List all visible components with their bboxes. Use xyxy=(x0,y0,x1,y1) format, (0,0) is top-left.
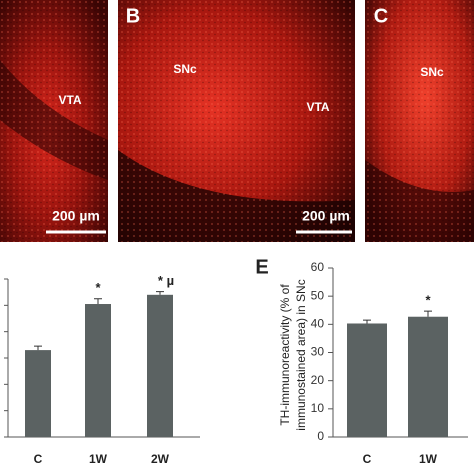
error-bar xyxy=(363,319,371,324)
x-tick-label: 1W xyxy=(89,452,108,466)
y-tick-label: 0 xyxy=(317,429,324,443)
scale-label: 200 µm xyxy=(302,208,350,224)
y-axis-label: TH-immunoreactivity (% of xyxy=(278,284,292,426)
significance-mark: * xyxy=(95,280,101,295)
y-tick-label: 20 xyxy=(311,373,325,387)
bar xyxy=(25,350,51,437)
scale-label: 200 µm xyxy=(52,208,100,224)
panel-label: B xyxy=(126,5,140,27)
x-tick-label: C xyxy=(363,452,372,466)
significance-mark: * xyxy=(425,293,431,308)
y-tick-label: 40 xyxy=(311,317,325,331)
error-bar xyxy=(34,345,42,351)
region-label: VTA xyxy=(306,100,329,114)
x-tick-label: C xyxy=(34,452,43,466)
x-tick-label: 1W xyxy=(419,452,438,466)
error-bar xyxy=(94,298,102,305)
panel-label: E xyxy=(255,256,268,278)
y-axis-label: immunostained area) in SNc xyxy=(294,279,308,430)
region-label: VTA xyxy=(58,93,81,107)
micrograph-b xyxy=(118,0,355,242)
y-tick-label: 60 xyxy=(311,260,325,274)
bar xyxy=(408,316,448,437)
micrograph-a xyxy=(0,0,108,242)
bar xyxy=(347,323,387,437)
bar xyxy=(85,304,111,437)
bar xyxy=(147,294,173,437)
region-label: SNc xyxy=(420,65,444,79)
region-label: SNc xyxy=(173,62,197,76)
error-bar xyxy=(156,291,164,295)
y-tick-label: 50 xyxy=(311,288,325,302)
significance-mark: * µ xyxy=(158,273,174,288)
y-tick-label: 30 xyxy=(311,345,325,359)
x-tick-label: 2W xyxy=(151,452,170,466)
panel-label: C xyxy=(374,5,388,27)
micrograph-c xyxy=(365,0,474,242)
y-tick-label: 10 xyxy=(311,401,325,415)
error-bar xyxy=(424,310,432,317)
